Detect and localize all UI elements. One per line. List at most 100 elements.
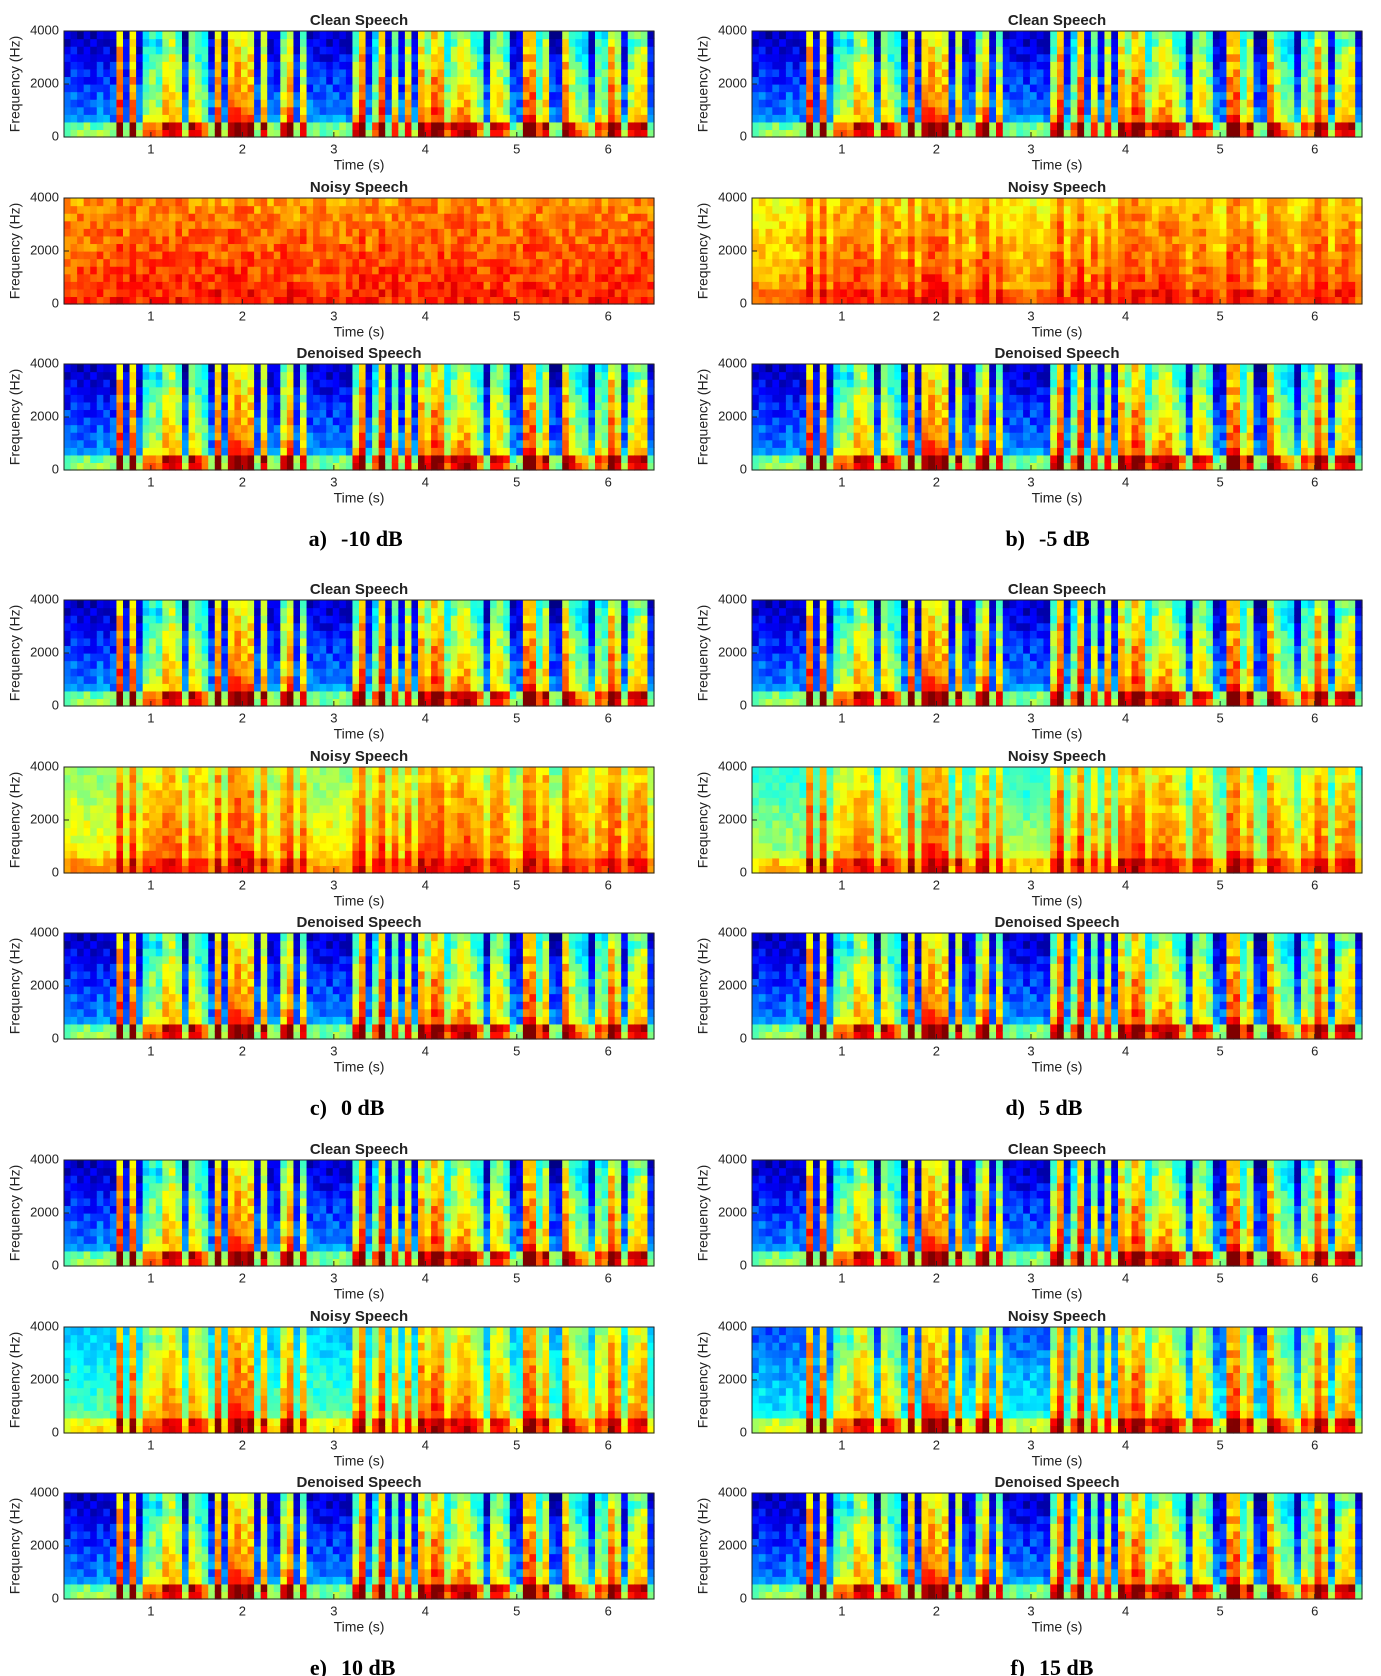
spectrogram-cell (182, 31, 189, 39)
spectrogram-cell (339, 409, 346, 417)
spectrogram-cell (372, 99, 379, 107)
spectrogram-cell (241, 236, 248, 244)
spectrogram-cell (588, 289, 595, 297)
spectrogram-cell (1213, 114, 1220, 122)
spectrogram-cell (326, 296, 333, 304)
spectrogram-cell (901, 122, 908, 130)
spectrogram-cell (202, 447, 209, 455)
spectrogram-cell (615, 84, 622, 92)
spectrogram-cell (425, 455, 432, 463)
spectrogram-cell (97, 114, 104, 122)
spectrogram-cell (628, 54, 635, 62)
spectrogram-cell (116, 372, 123, 380)
spectrogram-cell (569, 206, 576, 214)
spectrogram-cell (908, 31, 915, 39)
spectrogram-cell (136, 379, 143, 387)
spectrogram-cell (1043, 46, 1050, 54)
spectrogram-cell (418, 394, 425, 402)
spectrogram-cell (221, 409, 228, 417)
spectrogram-cell (621, 61, 628, 69)
spectrogram-cell (536, 447, 543, 455)
spectrogram-cell (293, 402, 300, 410)
spectrogram-cell (1287, 84, 1294, 92)
spectrogram-cell (339, 76, 346, 84)
spectrogram-cell (208, 387, 215, 395)
spectrogram-cell (398, 198, 405, 206)
spectrogram-cell (529, 122, 536, 130)
spectrogram-cell (313, 462, 320, 470)
spectrogram-cell (267, 84, 274, 92)
spectrogram-cell (641, 432, 648, 440)
spectrogram-cell (556, 379, 563, 387)
spectrogram-cell (333, 243, 340, 251)
spectrogram-cell (569, 440, 576, 448)
spectrogram-cell (293, 266, 300, 274)
spectrogram-cell (274, 432, 281, 440)
spectrogram-cell (411, 243, 418, 251)
spectrogram-cell (261, 76, 268, 84)
spectrogram-cell (333, 221, 340, 229)
spectrogram-cell (228, 409, 235, 417)
spectrogram-cell (588, 69, 595, 77)
spectrogram-cell (602, 281, 609, 289)
spectrogram-cell (182, 221, 189, 229)
spectrogram-cell (1199, 39, 1206, 47)
spectrogram-cell (123, 76, 130, 84)
spectrogram-cell (928, 76, 935, 84)
spectrogram-cell (1037, 54, 1044, 62)
spectrogram-cell (398, 296, 405, 304)
spectrogram-cell (425, 274, 432, 282)
spectrogram-cell (1064, 54, 1071, 62)
spectrogram-cell (1301, 99, 1308, 107)
spectrogram-cell (71, 228, 78, 236)
spectrogram-cell (615, 259, 622, 267)
spectrogram-cell (996, 129, 1003, 137)
spectrogram-cell (182, 84, 189, 92)
spectrogram-cell (234, 54, 241, 62)
spectrogram-cell (497, 455, 504, 463)
spectrogram-cell (949, 61, 956, 69)
spectrogram-cell (1077, 31, 1084, 39)
spectrogram-cell (562, 402, 569, 410)
spectrogram-cell (248, 364, 255, 372)
spectrogram-cell (497, 281, 504, 289)
spectrogram-cell (254, 251, 261, 259)
spectrogram-cell (359, 281, 366, 289)
spectrogram-cell (418, 84, 425, 92)
spectrogram-cell (451, 107, 458, 115)
spectrogram-cell (935, 54, 942, 62)
spectrogram-cell (346, 129, 353, 137)
spectrogram-cell (425, 259, 432, 267)
spectrogram-cell (90, 379, 97, 387)
spectrogram-cell (543, 122, 550, 130)
spectrogram-cell (287, 92, 294, 100)
spectrogram-cell (313, 251, 320, 259)
spectrogram-cell (962, 129, 969, 137)
spectrogram-cell (379, 114, 386, 122)
spectrogram-cell (503, 54, 510, 62)
spectrogram-cell (860, 61, 867, 69)
spectrogram-cell (398, 122, 405, 130)
spectrogram-cell (307, 296, 314, 304)
spectrogram-cell (130, 402, 137, 410)
spectrogram-cell (254, 107, 261, 115)
spectrogram-cell (143, 455, 150, 463)
spectrogram-cell (392, 221, 399, 229)
spectrogram-cell (90, 99, 97, 107)
spectrogram-cell (928, 69, 935, 77)
spectrogram-cell (457, 129, 464, 137)
spectrogram-cell (881, 107, 888, 115)
spectrogram-cell (116, 76, 123, 84)
spectrogram-cell (300, 394, 307, 402)
spectrogram-cell (248, 266, 255, 274)
spectrogram-cell (248, 221, 255, 229)
spectrogram-cell (202, 394, 209, 402)
spectrogram-cell (418, 228, 425, 236)
spectrogram-cell (202, 46, 209, 54)
spectrogram-cell (962, 84, 969, 92)
spectrogram-cell (77, 54, 84, 62)
spectrogram-cell (379, 228, 386, 236)
spectrogram-cell (366, 462, 373, 470)
spectrogram-cell (156, 221, 163, 229)
spectrogram-cell (221, 99, 228, 107)
